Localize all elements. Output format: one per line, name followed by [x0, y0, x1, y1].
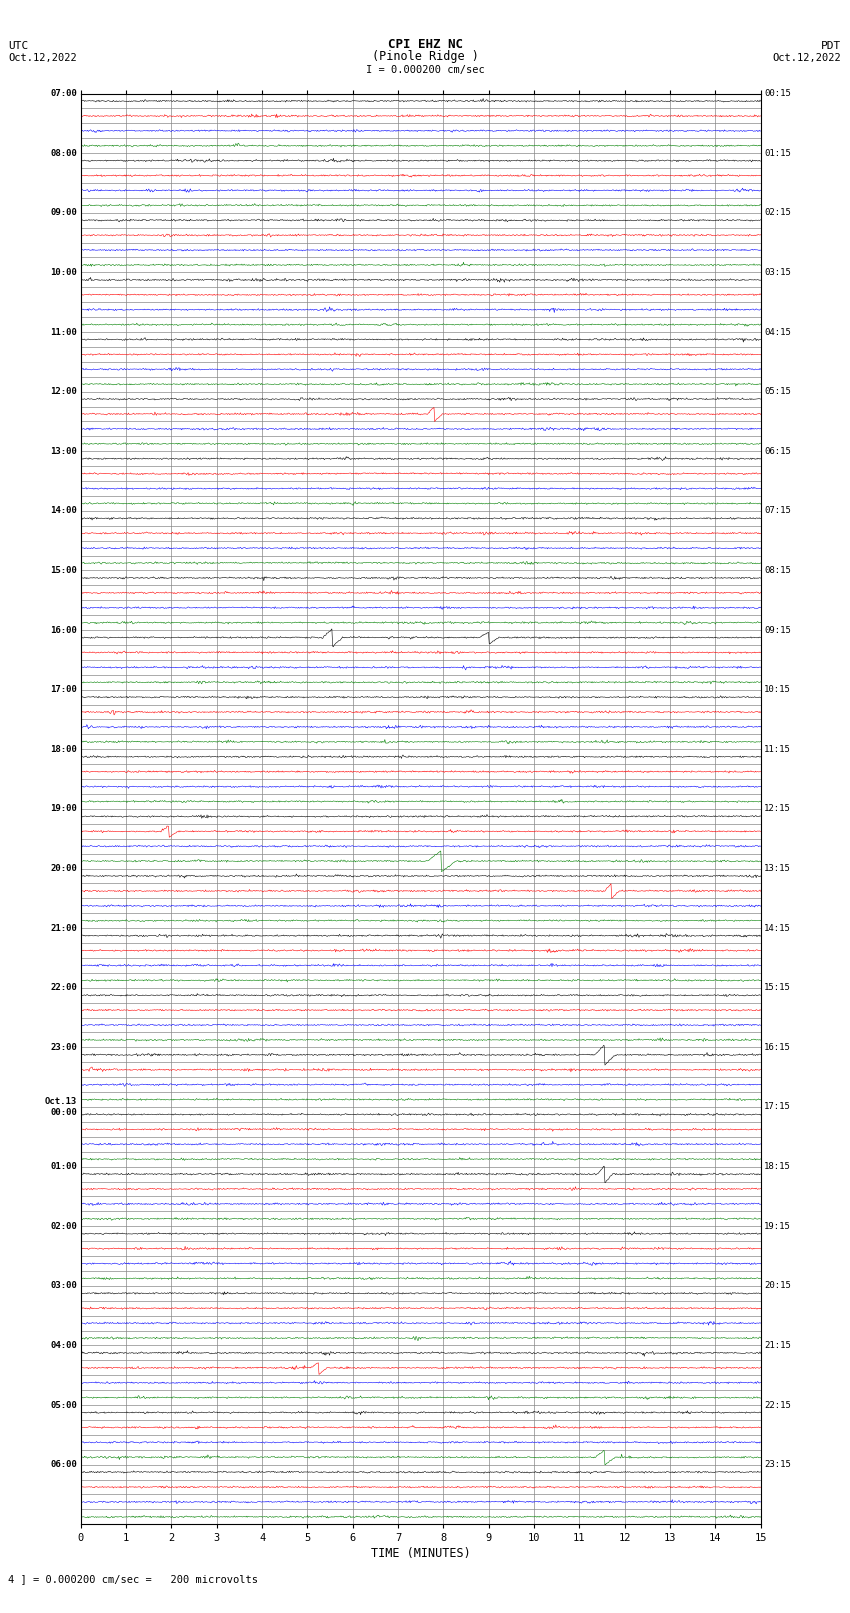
Text: 19:00: 19:00 — [50, 805, 77, 813]
Text: 11:15: 11:15 — [764, 745, 791, 753]
Text: Oct.12,2022: Oct.12,2022 — [773, 53, 842, 63]
Text: UTC: UTC — [8, 40, 29, 50]
Text: 19:15: 19:15 — [764, 1221, 791, 1231]
Text: 15:00: 15:00 — [50, 566, 77, 574]
Text: 04:15: 04:15 — [764, 327, 791, 337]
Text: 13:15: 13:15 — [764, 865, 791, 873]
Text: 15:15: 15:15 — [764, 984, 791, 992]
Text: I = 0.000200 cm/sec: I = 0.000200 cm/sec — [366, 65, 484, 76]
Text: 09:15: 09:15 — [764, 626, 791, 634]
Text: 20:15: 20:15 — [764, 1281, 791, 1290]
Text: 16:15: 16:15 — [764, 1044, 791, 1052]
Text: 10:15: 10:15 — [764, 686, 791, 694]
Text: 01:00: 01:00 — [50, 1161, 77, 1171]
Text: 07:00: 07:00 — [50, 89, 77, 98]
Text: 21:00: 21:00 — [50, 924, 77, 932]
Text: 08:00: 08:00 — [50, 148, 77, 158]
Text: 4 ] = 0.000200 cm/sec =   200 microvolts: 4 ] = 0.000200 cm/sec = 200 microvolts — [8, 1574, 258, 1584]
Text: 12:00: 12:00 — [50, 387, 77, 397]
Text: 17:00: 17:00 — [50, 686, 77, 694]
Text: 05:00: 05:00 — [50, 1400, 77, 1410]
Text: 22:00: 22:00 — [50, 984, 77, 992]
Text: 18:15: 18:15 — [764, 1161, 791, 1171]
Text: 09:00: 09:00 — [50, 208, 77, 218]
Text: 23:15: 23:15 — [764, 1460, 791, 1469]
Text: 16:00: 16:00 — [50, 626, 77, 634]
Text: 01:15: 01:15 — [764, 148, 791, 158]
Text: 02:00: 02:00 — [50, 1221, 77, 1231]
Text: 06:15: 06:15 — [764, 447, 791, 456]
Text: 07:15: 07:15 — [764, 506, 791, 515]
Text: 05:15: 05:15 — [764, 387, 791, 397]
Text: 14:00: 14:00 — [50, 506, 77, 515]
Text: 00:15: 00:15 — [764, 89, 791, 98]
Text: 18:00: 18:00 — [50, 745, 77, 753]
Text: 13:00: 13:00 — [50, 447, 77, 456]
X-axis label: TIME (MINUTES): TIME (MINUTES) — [371, 1547, 471, 1560]
Text: 02:15: 02:15 — [764, 208, 791, 218]
Text: 10:00: 10:00 — [50, 268, 77, 277]
Text: 08:15: 08:15 — [764, 566, 791, 574]
Text: Oct.12,2022: Oct.12,2022 — [8, 53, 77, 63]
Text: 14:15: 14:15 — [764, 924, 791, 932]
Text: 17:15: 17:15 — [764, 1103, 791, 1111]
Text: 21:15: 21:15 — [764, 1340, 791, 1350]
Text: 12:15: 12:15 — [764, 805, 791, 813]
Text: 22:15: 22:15 — [764, 1400, 791, 1410]
Text: Oct.13
00:00: Oct.13 00:00 — [45, 1097, 77, 1116]
Text: 03:00: 03:00 — [50, 1281, 77, 1290]
Text: PDT: PDT — [821, 40, 842, 50]
Text: 11:00: 11:00 — [50, 327, 77, 337]
Text: 06:00: 06:00 — [50, 1460, 77, 1469]
Text: CPI EHZ NC: CPI EHZ NC — [388, 37, 462, 50]
Text: 20:00: 20:00 — [50, 865, 77, 873]
Text: 04:00: 04:00 — [50, 1340, 77, 1350]
Text: (Pinole Ridge ): (Pinole Ridge ) — [371, 50, 479, 63]
Text: 03:15: 03:15 — [764, 268, 791, 277]
Text: 23:00: 23:00 — [50, 1044, 77, 1052]
